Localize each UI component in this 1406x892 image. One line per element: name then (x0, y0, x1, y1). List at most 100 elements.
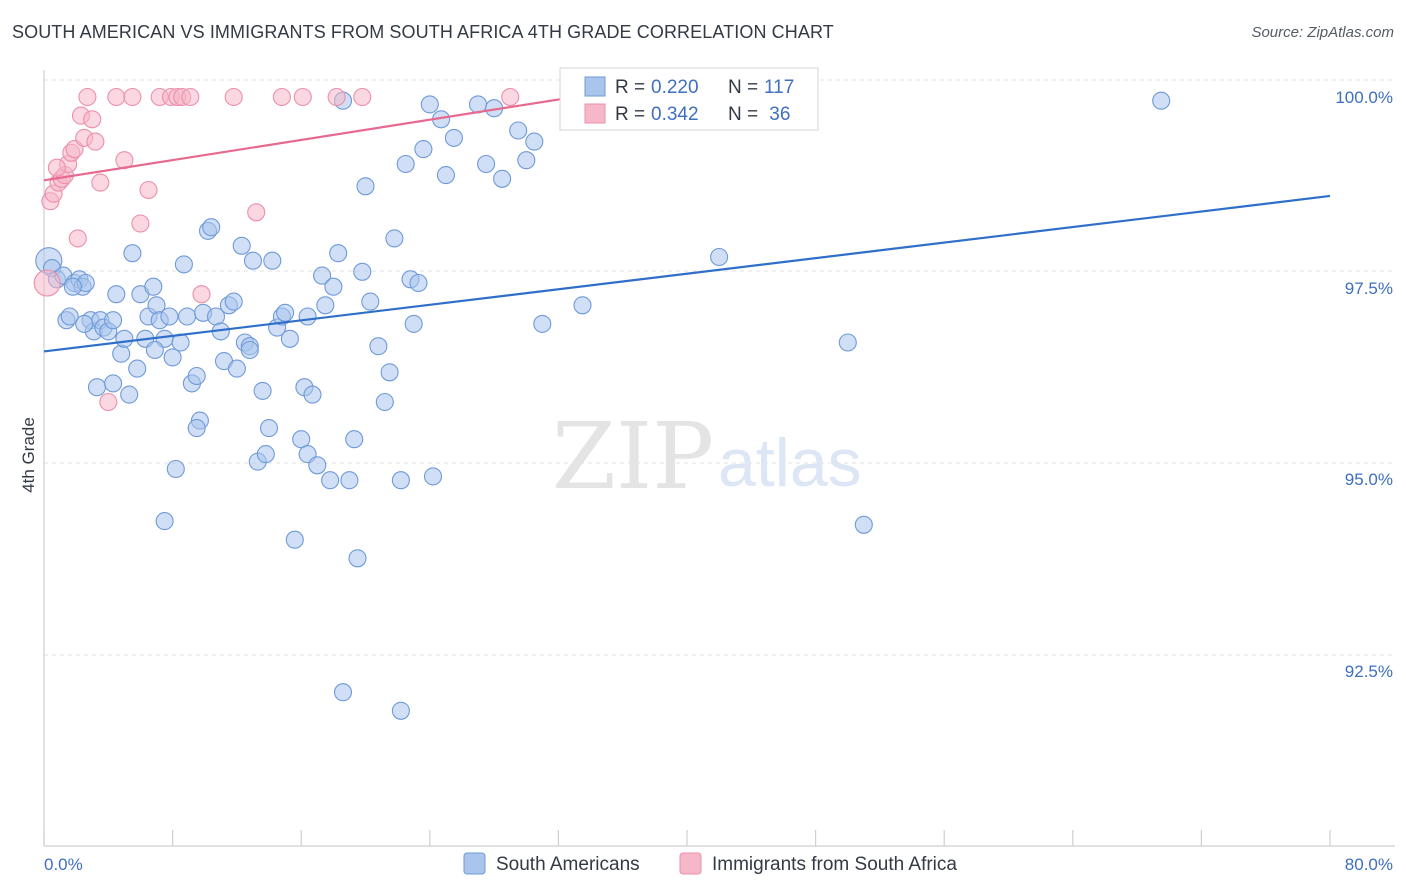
series-legend-swatch-blue (463, 852, 486, 875)
scatter-point (353, 262, 372, 281)
scatter-point (420, 95, 439, 114)
scatter-point (340, 471, 359, 490)
scatter-point (444, 128, 463, 147)
scatter-point (87, 378, 107, 397)
scatter-point (224, 87, 243, 107)
scatter-point (232, 236, 251, 255)
chart-title: SOUTH AMERICAN VS IMMIGRANTS FROM SOUTH … (12, 22, 834, 42)
scatter-point (509, 121, 528, 140)
legend-n-value-2: 36 (764, 104, 790, 125)
scatter-point (192, 285, 211, 304)
scatter-point (107, 285, 126, 304)
grid-lines (44, 79, 1395, 656)
scatter-point (139, 180, 158, 200)
scatter-point (224, 292, 243, 311)
scatter-point (361, 292, 380, 311)
trend-line-south-africa (43, 95, 575, 182)
legend-r-value-1: 0.220 (651, 77, 699, 98)
scatter-point (533, 314, 552, 333)
scatter-point (414, 140, 433, 159)
scatter-point (99, 392, 118, 412)
scatter-point (493, 169, 512, 188)
scatter-point (128, 359, 147, 378)
scatter-point (380, 363, 399, 382)
y-tick-label: 95.0% (1345, 470, 1393, 489)
scatter-point (345, 430, 364, 449)
scatter-point (104, 311, 123, 330)
scatter-point (313, 266, 332, 285)
scatter-point (391, 471, 410, 490)
scatter-point (477, 154, 496, 174)
legend-r-label-2: R = (615, 104, 645, 125)
scatter-point (501, 87, 520, 107)
y-tick-label: 100.0% (1335, 88, 1393, 107)
scatter-point (369, 337, 388, 356)
scatter-point (131, 214, 150, 233)
scatter-point (1152, 91, 1171, 110)
scatter-point (353, 87, 372, 107)
scatter-point (33, 269, 61, 297)
scatter-point (272, 87, 291, 107)
legend-n-label-2: N = (728, 104, 758, 125)
scatter-point (292, 430, 311, 449)
x-tick-label-min: 0.0% (44, 855, 83, 874)
scatter-point (120, 385, 139, 404)
scatter-point (259, 419, 279, 438)
legend-r-value-2: 0.342 (651, 104, 699, 125)
scatter-point (178, 307, 197, 326)
scatter-point (396, 154, 415, 174)
y-tick-labels: 100.0% 97.5% 95.0% 92.5% (1335, 88, 1393, 681)
scatter-point (160, 307, 179, 326)
scatter-point (247, 203, 266, 222)
scatter-point (303, 385, 322, 404)
scatter-point (83, 110, 102, 129)
scatter-point (112, 344, 131, 363)
scatter-point (385, 229, 404, 248)
scatter-point (123, 87, 142, 107)
y-tick-label: 97.5% (1345, 279, 1393, 298)
scatter-point (155, 512, 174, 531)
legend-swatch-pink (584, 103, 606, 124)
scatter-point (181, 87, 200, 107)
series-legend-label-blue: South Americans (496, 854, 640, 875)
scatter-point (517, 151, 536, 170)
scatter-point (263, 251, 282, 270)
scatter-point (166, 459, 185, 479)
x-ticks (43, 830, 1331, 846)
scatter-point (280, 329, 299, 348)
watermark-zip: ZIP (552, 403, 714, 510)
series-legend: South Americans Immigrants from South Af… (463, 852, 957, 875)
scatter-point (404, 314, 423, 333)
legend-n-label-1: N = (728, 77, 758, 98)
scatter-point (854, 515, 873, 534)
legend-r-label-1: R = (615, 77, 645, 98)
scatter-point (78, 87, 97, 107)
x-tick-label-max: 80.0% (1345, 855, 1393, 874)
scatter-point (573, 296, 592, 315)
scatter-point (321, 471, 340, 490)
scatter-point (293, 87, 312, 107)
scatter-point (174, 255, 193, 274)
scatter-point (423, 467, 443, 486)
scatter-point (324, 277, 343, 296)
scatter-point (256, 445, 275, 464)
scatter-point (391, 701, 410, 720)
scatter-point (329, 244, 348, 263)
trend-line-south-americans (43, 194, 1331, 353)
scatter-point (356, 177, 375, 196)
scatter-point (187, 419, 206, 438)
scatter-point (91, 173, 110, 192)
y-tick-label: 92.5% (1345, 662, 1393, 681)
scatter-point (348, 549, 367, 568)
scatter-point (115, 329, 134, 348)
scatter-point (75, 314, 94, 333)
scatter-point (47, 158, 66, 177)
scatter-point (710, 247, 729, 267)
scatter-point (68, 229, 87, 248)
scatter-point (316, 296, 335, 315)
scatter-point (243, 251, 263, 270)
scatter-point (63, 277, 82, 296)
scatter-point (227, 359, 246, 378)
scatter-point (86, 132, 105, 151)
